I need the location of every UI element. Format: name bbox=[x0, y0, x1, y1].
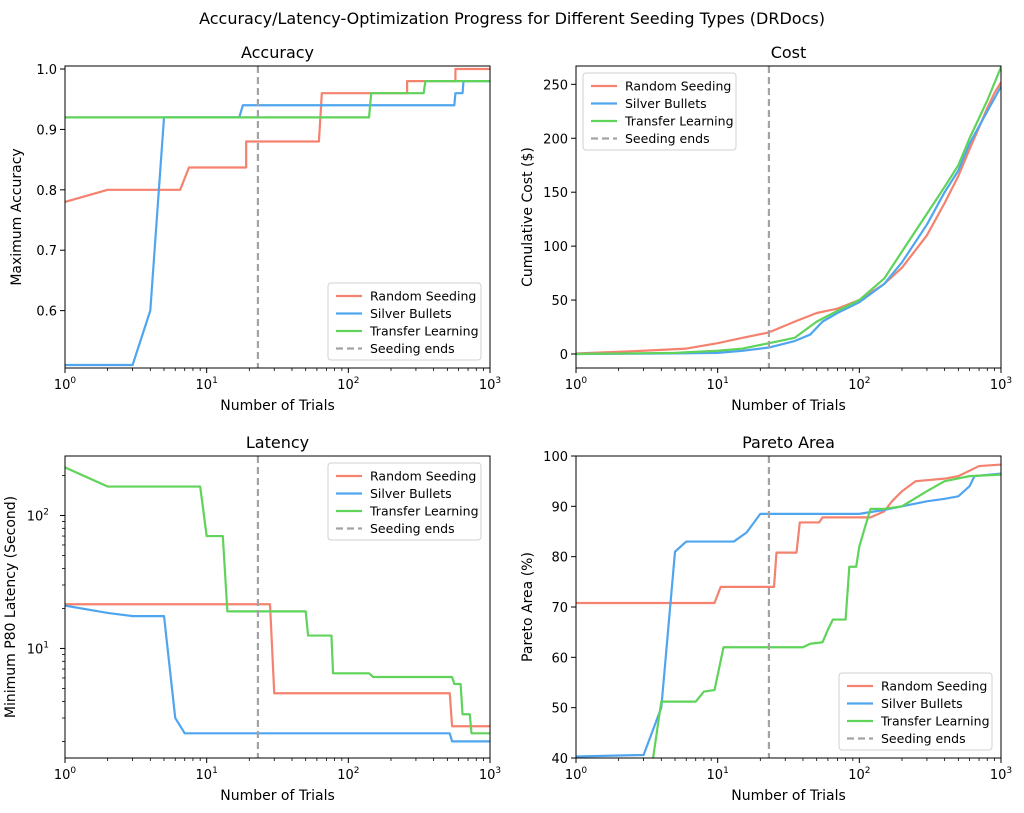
pareto-plot-area bbox=[576, 456, 1001, 758]
pareto-axes-frame bbox=[575, 455, 1002, 759]
pareto-series-silver-bullets bbox=[576, 472, 1001, 758]
latency-xtick-label: 102 bbox=[337, 766, 359, 783]
cost-xtick-label: 102 bbox=[848, 376, 870, 393]
latency-legend-label: Transfer Learning bbox=[369, 504, 479, 519]
cost-xtick-label: 103 bbox=[990, 376, 1012, 393]
latency-plot-area bbox=[65, 456, 490, 758]
accuracy-series-random-seeding bbox=[65, 67, 490, 203]
cost-series-silver-bullets bbox=[576, 85, 1001, 356]
pareto-xtick-label: 102 bbox=[848, 766, 870, 783]
latency-axes-frame bbox=[64, 455, 491, 759]
cost-legend-label: Seeding ends bbox=[625, 131, 710, 146]
latency-series-silver-bullets bbox=[65, 604, 490, 743]
accuracy-legend: Random Seeding Silver Bullets Transfer Lea… bbox=[327, 282, 482, 361]
figure-title: Accuracy/Latency-Optimization Progress f… bbox=[199, 9, 825, 28]
accuracy-title: Accuracy bbox=[241, 43, 314, 62]
pareto-xtick-label: 100 bbox=[565, 766, 588, 783]
cost-ytick-label: 150 bbox=[543, 186, 568, 201]
accuracy-legend-box bbox=[327, 282, 482, 361]
cost-legend-label: Random Seeding bbox=[625, 79, 731, 94]
cost-legend-box bbox=[582, 72, 737, 151]
cost-xtick-label: 100 bbox=[565, 376, 588, 393]
accuracy-xtick-label: 103 bbox=[479, 376, 501, 393]
accuracy-legend-label: Random Seeding bbox=[370, 289, 476, 304]
latency-series-random-seeding bbox=[65, 603, 490, 728]
latency-xlabel: Number of Trials bbox=[220, 788, 335, 804]
latency-xtick-label: 103 bbox=[479, 766, 501, 783]
accuracy-legend-label: Transfer Learning bbox=[369, 324, 479, 339]
accuracy-series-transfer-learning bbox=[65, 80, 490, 119]
pareto-ytick-label: 100 bbox=[543, 450, 568, 465]
cost-legend-label: Transfer Learning bbox=[624, 114, 734, 129]
pareto-legend-box bbox=[838, 672, 993, 751]
pareto-xlabel: Number of Trials bbox=[731, 788, 846, 804]
cost-legend: Random Seeding Silver Bullets Transfer Lea… bbox=[582, 72, 737, 151]
accuracy-ytick-label: 0.6 bbox=[36, 305, 57, 320]
latency-legend-label: Seeding ends bbox=[370, 521, 455, 536]
pareto-ytick-label: 90 bbox=[551, 500, 568, 515]
accuracy-ylabel: Maximum Accuracy bbox=[9, 148, 25, 285]
pareto-legend-label: Random Seeding bbox=[881, 679, 987, 694]
cost-xlabel: Number of Trials bbox=[731, 398, 846, 414]
pareto-xtick-label: 103 bbox=[990, 766, 1012, 783]
cost-plot-area bbox=[576, 66, 1001, 368]
latency-legend: Random Seeding Silver Bullets Transfer Lea… bbox=[327, 462, 482, 541]
cost-legend-label: Silver Bullets bbox=[625, 96, 707, 111]
latency-legend-label: Silver Bullets bbox=[370, 486, 452, 501]
cost-ytick-label: 200 bbox=[543, 132, 568, 147]
cost-xtick-label: 101 bbox=[707, 376, 729, 393]
accuracy-legend-label: Seeding ends bbox=[370, 341, 455, 356]
pareto-ytick-label: 80 bbox=[551, 551, 568, 566]
pareto-legend: Random Seeding Silver Bullets Transfer Lea… bbox=[838, 672, 993, 751]
latency-xtick-label: 100 bbox=[54, 766, 77, 783]
pareto-legend-label: Transfer Learning bbox=[880, 714, 990, 729]
accuracy-ytick-label: 0.8 bbox=[36, 184, 57, 199]
latency-ylabel: Minimum P80 Latency (Second) bbox=[3, 496, 19, 718]
accuracy-xtick-label: 102 bbox=[337, 376, 359, 393]
accuracy-ytick-label: 0.7 bbox=[36, 244, 57, 259]
latency-legend-label: Random Seeding bbox=[370, 469, 476, 484]
latency-legend-box bbox=[327, 462, 482, 541]
subplot-cost: Cost 100 101 102 103 0 50 100 150 200 250 Number of… bbox=[520, 43, 1012, 414]
cost-ytick-label: 50 bbox=[551, 294, 568, 309]
pareto-ytick-label: 50 bbox=[551, 702, 568, 717]
pareto-title: Pareto Area bbox=[742, 433, 835, 452]
accuracy-series-silver-bullets bbox=[65, 80, 490, 367]
accuracy-ytick-label: 1.0 bbox=[36, 63, 57, 78]
cost-ytick-label: 100 bbox=[543, 240, 568, 255]
accuracy-xlabel: Number of Trials bbox=[220, 398, 335, 414]
latency-xtick-label: 101 bbox=[196, 766, 218, 783]
accuracy-legend-label: Silver Bullets bbox=[370, 306, 452, 321]
pareto-series-random-seeding bbox=[576, 463, 1001, 605]
pareto-xtick-label: 101 bbox=[707, 766, 729, 783]
cost-ytick-label: 250 bbox=[543, 78, 568, 93]
cost-ylabel: Cumulative Cost ($) bbox=[520, 147, 536, 287]
accuracy-plot-area bbox=[65, 66, 490, 368]
cost-axes-frame bbox=[575, 65, 1002, 369]
pareto-ytick-label: 60 bbox=[551, 651, 568, 666]
pareto-ytick-label: 70 bbox=[551, 601, 568, 616]
subplot-pareto: Pareto Area 100 101 102 103 40 50 60 70 80 90 100 Nu… bbox=[520, 433, 1012, 804]
pareto-legend-label: Silver Bullets bbox=[881, 696, 963, 711]
pareto-series-transfer-learning bbox=[651, 473, 1001, 758]
pareto-legend-label: Seeding ends bbox=[881, 731, 966, 746]
accuracy-axes-frame bbox=[64, 65, 491, 369]
cost-series-transfer-learning bbox=[576, 66, 1001, 356]
pareto-ytick-label: 40 bbox=[551, 752, 568, 767]
pareto-ylabel: Pareto Area (%) bbox=[520, 552, 536, 662]
accuracy-xtick-label: 101 bbox=[196, 376, 218, 393]
accuracy-ytick-label: 0.9 bbox=[36, 123, 57, 138]
latency-ytick-label: 102 bbox=[27, 507, 49, 524]
cost-title: Cost bbox=[771, 43, 807, 62]
latency-title: Latency bbox=[246, 433, 309, 452]
cost-ytick-label: 0 bbox=[560, 348, 568, 363]
accuracy-xtick-label: 100 bbox=[54, 376, 77, 393]
latency-ytick-label: 101 bbox=[27, 640, 49, 657]
subplot-accuracy: Accuracy 100 101 102 103 0.6 0.7 0.8 0.9 1.0 Numbe… bbox=[9, 43, 501, 414]
latency-series-transfer-learning bbox=[65, 466, 490, 735]
